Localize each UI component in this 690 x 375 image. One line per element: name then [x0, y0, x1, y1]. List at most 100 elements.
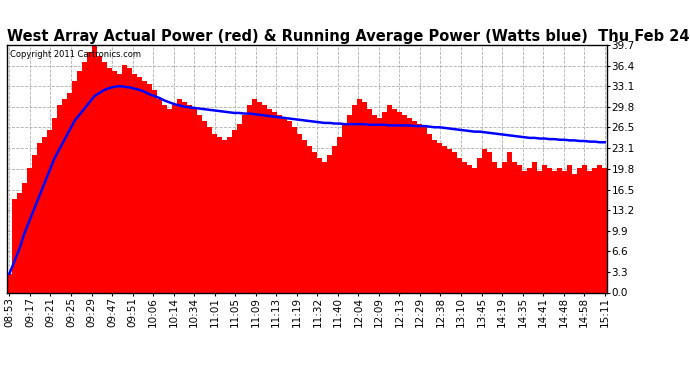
Bar — [382, 112, 387, 292]
Bar — [437, 143, 442, 292]
Bar — [202, 121, 207, 292]
Bar — [237, 124, 242, 292]
Bar — [507, 152, 512, 292]
Bar — [142, 81, 147, 292]
Bar — [287, 121, 292, 292]
Bar — [227, 136, 232, 292]
Bar — [22, 183, 27, 292]
Bar — [32, 155, 37, 292]
Bar — [162, 105, 167, 292]
Bar — [147, 84, 152, 292]
Bar — [352, 105, 357, 292]
Bar — [47, 130, 52, 292]
Bar — [337, 136, 342, 292]
Bar — [67, 93, 72, 292]
Bar — [462, 162, 467, 292]
Bar — [518, 165, 522, 292]
Bar — [92, 46, 97, 292]
Bar — [522, 171, 527, 292]
Bar — [387, 105, 392, 292]
Bar — [417, 124, 422, 292]
Bar — [132, 74, 137, 292]
Bar — [332, 146, 337, 292]
Bar — [402, 115, 407, 292]
Bar — [547, 168, 552, 292]
Bar — [257, 102, 262, 292]
Bar — [342, 124, 347, 292]
Bar — [312, 152, 317, 292]
Bar — [292, 127, 297, 292]
Bar — [267, 109, 272, 292]
Bar — [367, 109, 372, 292]
Bar — [532, 162, 538, 292]
Bar — [317, 159, 322, 292]
Bar — [107, 68, 112, 292]
Bar — [447, 149, 452, 292]
Bar — [122, 65, 127, 292]
Bar — [442, 146, 447, 292]
Bar — [27, 168, 32, 292]
Text: Copyright 2011 Cartronics.com: Copyright 2011 Cartronics.com — [10, 50, 141, 59]
Bar — [492, 162, 497, 292]
Bar — [42, 136, 47, 292]
Bar — [527, 168, 532, 292]
Bar — [167, 109, 172, 292]
Bar — [177, 99, 182, 292]
Bar — [97, 56, 102, 292]
Bar — [102, 62, 107, 292]
Bar — [567, 165, 572, 292]
Bar — [467, 165, 472, 292]
Bar — [377, 118, 382, 292]
Bar — [247, 105, 252, 292]
Bar — [582, 165, 587, 292]
Bar — [232, 130, 237, 292]
Bar — [558, 168, 562, 292]
Bar — [87, 53, 92, 292]
Bar — [502, 162, 507, 292]
Bar — [592, 168, 598, 292]
Bar — [457, 159, 462, 292]
Bar — [252, 99, 257, 292]
Bar — [602, 168, 607, 292]
Bar — [157, 99, 162, 292]
Bar — [192, 109, 197, 292]
Bar — [82, 62, 87, 292]
Bar — [598, 165, 602, 292]
Bar — [137, 77, 142, 292]
Bar — [412, 121, 417, 292]
Bar — [7, 274, 12, 292]
Bar — [52, 118, 57, 292]
Bar — [552, 171, 558, 292]
Bar — [477, 159, 482, 292]
Bar — [362, 102, 367, 292]
Bar — [452, 152, 457, 292]
Bar — [277, 115, 282, 292]
Bar — [302, 140, 307, 292]
Bar — [272, 112, 277, 292]
Bar — [432, 140, 437, 292]
Text: West Array Actual Power (red) & Running Average Power (Watts blue)  Thu Feb 24 1: West Array Actual Power (red) & Running … — [7, 29, 690, 44]
Bar — [207, 127, 212, 292]
Bar — [117, 74, 122, 292]
Bar — [487, 152, 492, 292]
Bar — [12, 199, 17, 292]
Bar — [497, 168, 502, 292]
Bar — [347, 115, 352, 292]
Bar — [392, 109, 397, 292]
Bar — [372, 115, 377, 292]
Bar — [397, 112, 402, 292]
Bar — [112, 71, 117, 292]
Bar — [587, 171, 592, 292]
Bar — [572, 174, 578, 292]
Bar — [538, 171, 542, 292]
Bar — [327, 155, 332, 292]
Bar — [262, 105, 267, 292]
Bar — [472, 168, 477, 292]
Bar — [427, 134, 432, 292]
Bar — [197, 115, 202, 292]
Bar — [482, 149, 487, 292]
Bar — [77, 71, 82, 292]
Bar — [57, 105, 62, 292]
Bar — [37, 143, 42, 292]
Bar — [357, 99, 362, 292]
